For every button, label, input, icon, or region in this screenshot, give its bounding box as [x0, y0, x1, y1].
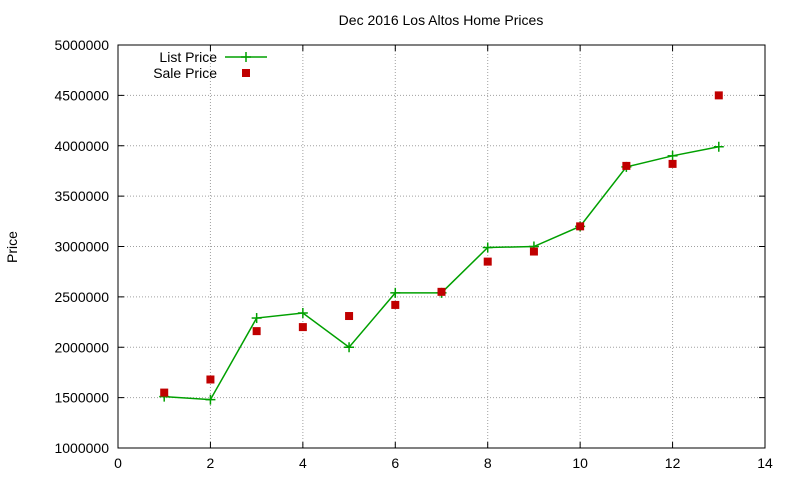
list-price-line [164, 146, 719, 401]
x-tick-label: 10 [572, 455, 588, 471]
legend-label: Sale Price [153, 65, 217, 81]
y-tick-label: 3000000 [54, 239, 109, 255]
sale-price-point [160, 388, 169, 397]
list-price-point [667, 150, 678, 161]
legend-marker [242, 69, 250, 77]
list-price-point [713, 141, 724, 152]
sale-price-point [576, 222, 585, 231]
list-price-point [344, 342, 355, 353]
chart-title: Dec 2016 Los Altos Home Prices [339, 12, 544, 28]
sale-price-point [483, 257, 492, 266]
x-tick-label: 14 [757, 455, 773, 471]
y-tick-label: 4500000 [54, 87, 109, 103]
y-tick-label: 4000000 [54, 138, 109, 154]
legend-label: List Price [159, 49, 217, 65]
y-axis-label: Price [4, 231, 20, 263]
list-price-point [482, 242, 493, 253]
y-tick-label: 1000000 [54, 440, 109, 456]
list-price-point [205, 394, 216, 405]
y-tick-label: 1500000 [54, 390, 109, 406]
y-tick-label: 3500000 [54, 188, 109, 204]
list-price-point [390, 287, 401, 298]
x-tick-label: 4 [299, 455, 307, 471]
legend-marker [241, 52, 251, 62]
list-price-point [297, 307, 308, 318]
sale-price-point [206, 375, 215, 384]
sale-price-point [437, 287, 446, 296]
sale-price-point [714, 91, 723, 100]
plot-area [159, 91, 724, 405]
sale-price-point [391, 300, 400, 309]
sale-price-point [345, 312, 354, 321]
sale-price-point [529, 247, 538, 256]
sale-price-point [298, 323, 307, 332]
y-tick-label: 2000000 [54, 339, 109, 355]
x-tick-label: 6 [391, 455, 399, 471]
x-tick-label: 12 [665, 455, 681, 471]
y-tick-label: 5000000 [54, 37, 109, 53]
sale-price-point [622, 161, 631, 170]
x-tick-label: 2 [207, 455, 215, 471]
grid [118, 45, 765, 448]
sale-price-point [252, 327, 261, 336]
list-price-point [251, 313, 262, 324]
x-tick-label: 0 [114, 455, 122, 471]
x-tick-label: 8 [484, 455, 492, 471]
plot-border [117, 44, 766, 449]
tick-labels: 0 2 4 6 8 10 12 14 1000000 1500000 2000000 2500000 3… [54, 37, 773, 471]
sale-price-point [668, 159, 677, 168]
y-tick-label: 2500000 [54, 289, 109, 305]
